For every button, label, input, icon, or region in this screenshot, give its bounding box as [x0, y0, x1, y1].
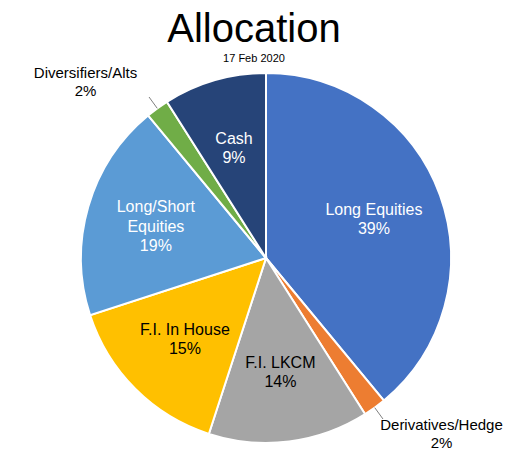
slice-value-label: 2%: [75, 82, 97, 99]
slice-label-line: F.I. In House: [140, 321, 230, 338]
slice-value-label: 15%: [169, 340, 201, 357]
slice-label: Cash: [215, 130, 252, 147]
slice-value-label: 9%: [222, 149, 245, 166]
slice-label: Long/Short Equities: [117, 198, 196, 234]
chart-title: Allocation: [167, 6, 340, 50]
pie: [81, 73, 451, 443]
chart-subtitle: 17 Feb 2020: [223, 52, 285, 64]
slice-label: Diversifiers/Alts: [34, 64, 137, 81]
chart-container: Allocation 17 Feb 2020 Long Equities 39% Der…: [0, 0, 508, 470]
slice-label-line: Derivatives/Hedge: [380, 416, 503, 433]
slice-label: Long Equities: [325, 201, 422, 218]
slice-value-label: 14%: [264, 373, 296, 390]
slice-value-label: 19%: [140, 237, 172, 254]
slice-value-label: 39%: [358, 220, 390, 237]
slice-label-line: F.I. LKCM: [245, 354, 315, 371]
slice-label-line: Long Equities: [325, 201, 422, 218]
chart-svg: Allocation 17 Feb 2020 Long Equities 39% Der…: [0, 0, 508, 470]
leader-line: [149, 97, 157, 108]
slice-label-line: Long/Short: [117, 198, 196, 215]
slice-label: F.I. In House: [140, 321, 230, 338]
data-labels: Long Equities39%Derivatives/Hedge2%F.I. …: [34, 64, 503, 451]
slice-label: Derivatives/Hedge: [380, 416, 503, 433]
slice-label: F.I. LKCM: [245, 354, 315, 371]
slice-label-line: Cash: [215, 130, 252, 147]
slice-label-line: Diversifiers/Alts: [34, 64, 137, 81]
slice-value-label: 2%: [431, 434, 453, 451]
slice-label-line: Equities: [127, 218, 184, 235]
